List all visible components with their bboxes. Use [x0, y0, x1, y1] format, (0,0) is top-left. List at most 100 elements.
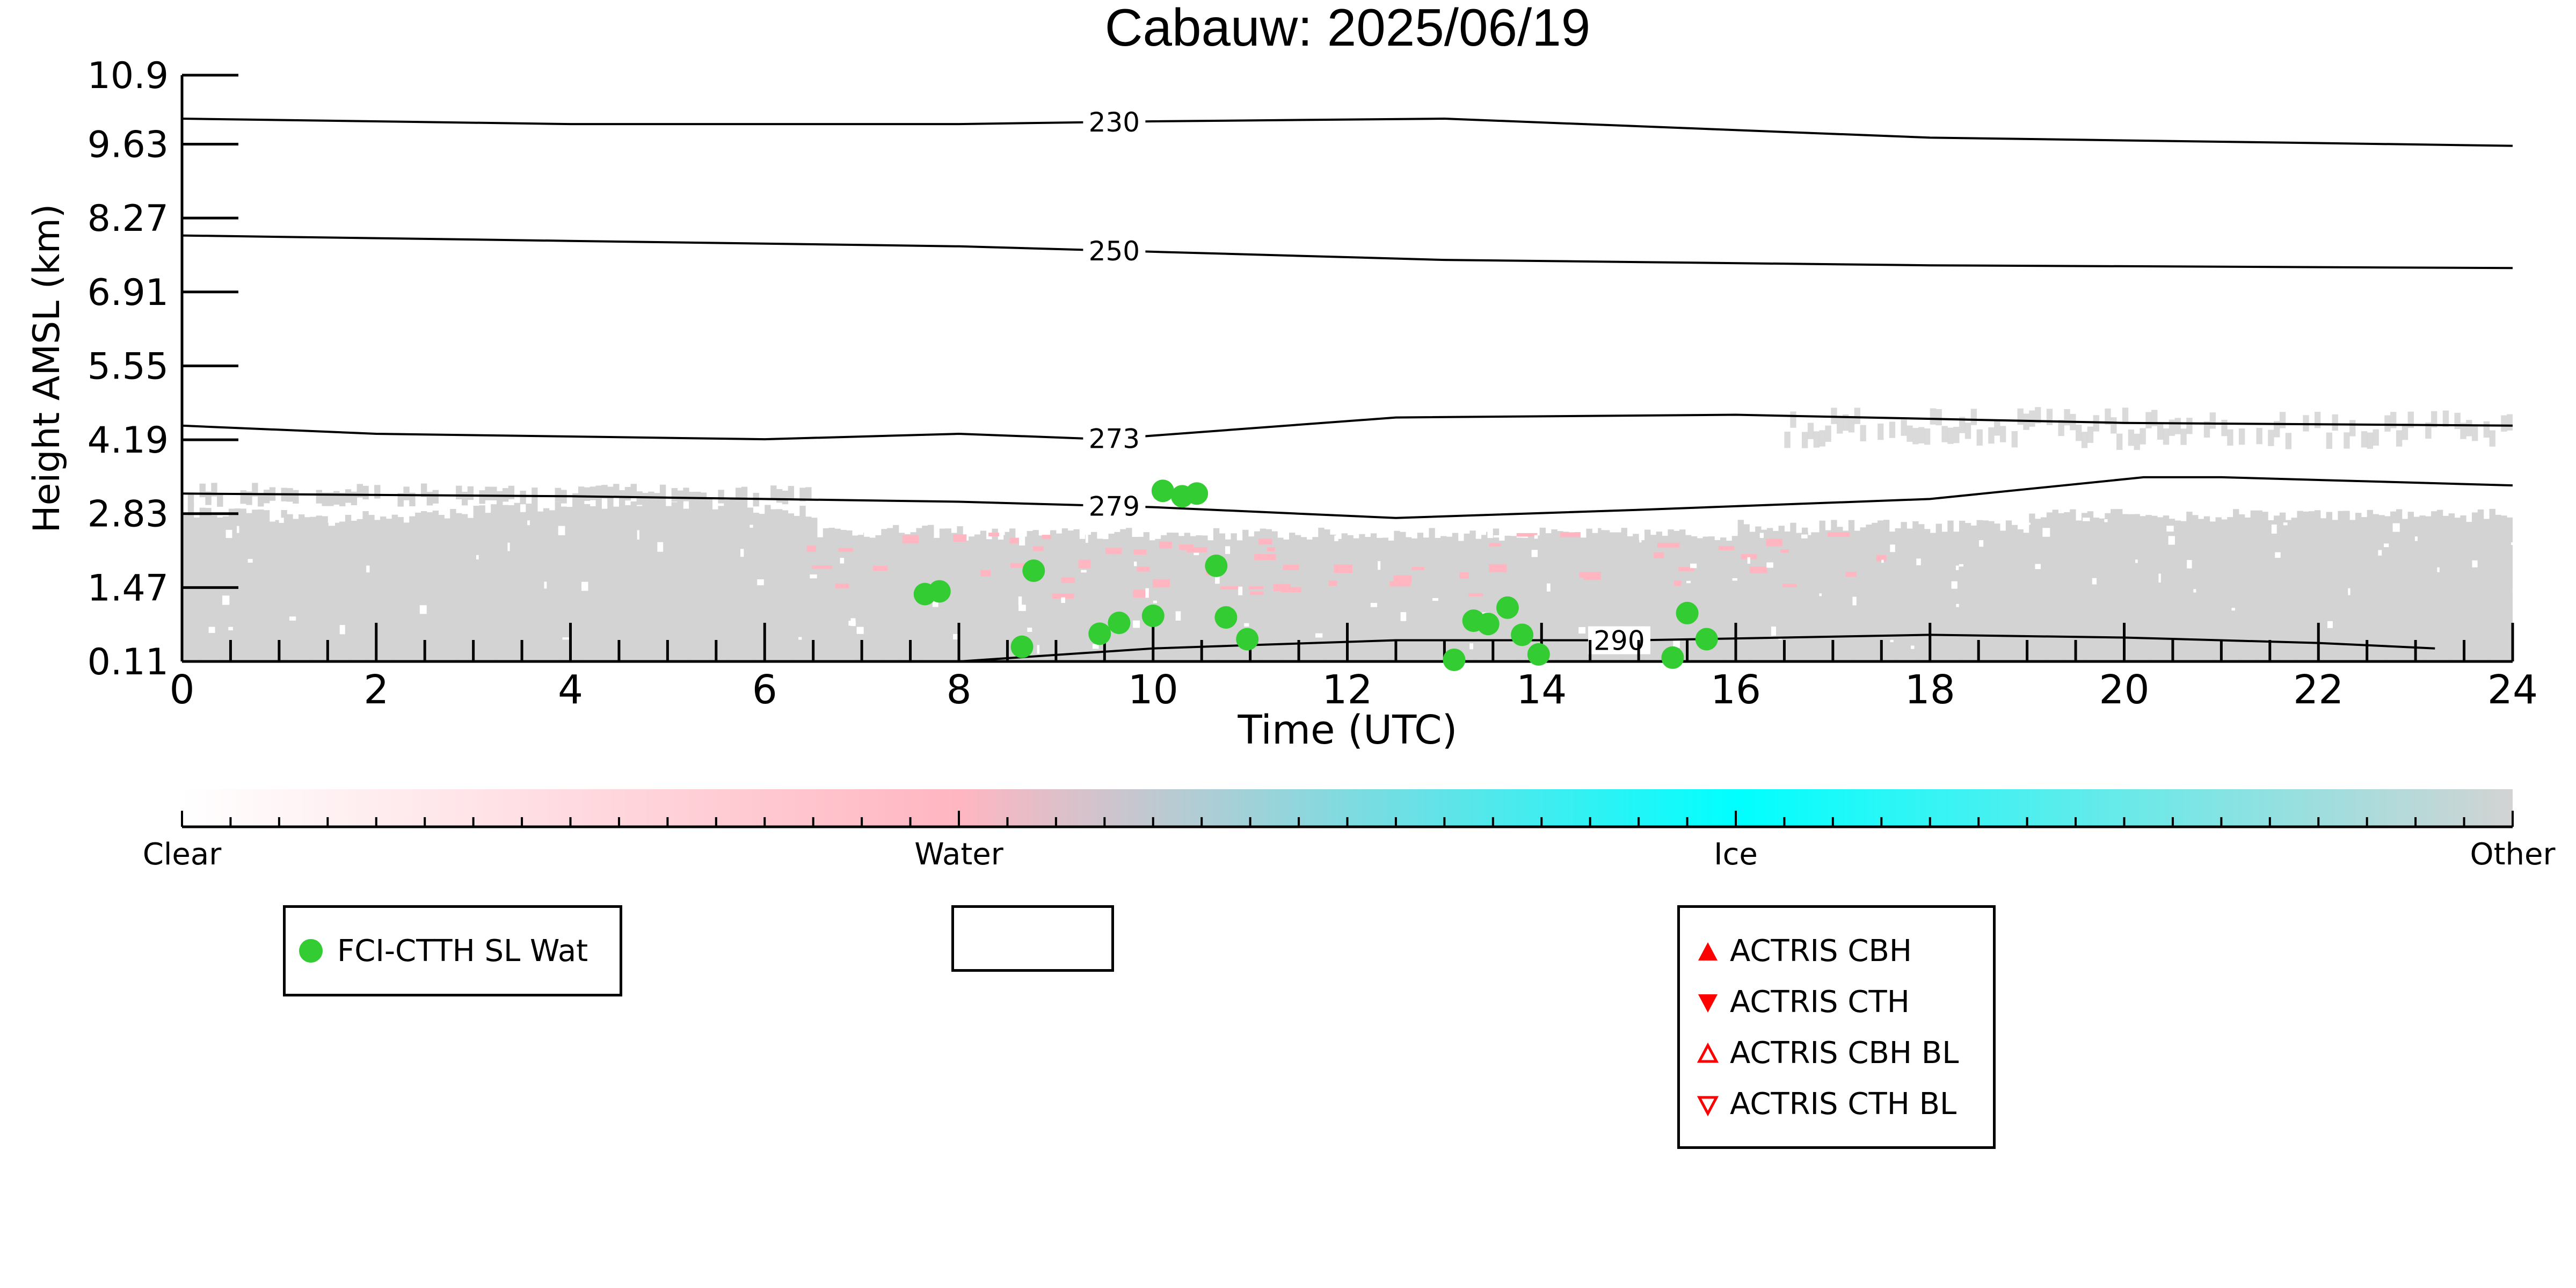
cloud-column	[380, 516, 387, 661]
cloud-column	[974, 534, 981, 661]
water-patch	[1249, 586, 1263, 590]
x-tick-label: 24	[2487, 667, 2538, 713]
cloud-column	[852, 535, 858, 661]
cloud-layer-segment	[258, 493, 264, 507]
cloud-layer-segment	[263, 490, 270, 504]
cloud-column	[479, 505, 485, 661]
legend-open-up-triangle-icon	[1697, 1042, 1719, 1063]
cloud-layer-segment	[479, 490, 485, 504]
cloud-column	[1190, 536, 1196, 661]
clear-gap	[1432, 598, 1439, 601]
cloud-column	[240, 508, 246, 661]
clear-gap	[476, 555, 479, 560]
cloud-layer-segment	[293, 490, 299, 504]
x-tick-label: 8	[946, 667, 971, 713]
cloud-column	[904, 534, 911, 661]
water-patch	[1220, 586, 1242, 590]
cloud-layer-segment	[362, 485, 369, 500]
upper-cloud-segment	[2203, 421, 2210, 438]
clear-gap	[1061, 597, 1065, 603]
cloud-column	[986, 539, 992, 661]
data-point	[1476, 613, 1500, 636]
cloud-column	[345, 514, 352, 661]
cloud-column	[811, 518, 818, 661]
water-patch	[1654, 552, 1664, 558]
clear-gap	[1956, 603, 1959, 607]
clear-gap	[1215, 575, 1220, 584]
cloud-column	[1429, 528, 1435, 661]
cloud-column	[2209, 521, 2216, 661]
contour-label: 230	[1089, 107, 1140, 138]
legend-filled-up-triangle-icon	[1698, 942, 1718, 960]
cloud-column	[526, 503, 532, 661]
clear-gap	[1586, 520, 1594, 524]
cloud-layer-segment	[409, 492, 416, 506]
cloud-column	[234, 508, 241, 661]
data-point	[1496, 596, 1519, 619]
cloud-column	[1906, 528, 1913, 661]
upper-cloud-segment	[1924, 428, 1931, 445]
cloud-column	[636, 506, 643, 661]
clear-gap	[1690, 563, 1697, 569]
cloud-column	[1673, 530, 1680, 661]
upper-cloud-segment	[2087, 426, 2094, 443]
upper-cloud-segment	[2017, 408, 2024, 425]
cloud-layer-segment	[799, 487, 806, 501]
clear-gap	[562, 637, 570, 640]
cloud-column	[613, 506, 620, 661]
cloud-column	[857, 532, 864, 661]
data-point	[1527, 643, 1550, 666]
clear-gap	[2348, 588, 2351, 595]
cloud-layer-segment	[356, 484, 363, 498]
cloud-column	[1807, 532, 1814, 661]
cloud-column	[828, 527, 835, 661]
cloud-column	[2081, 513, 2088, 661]
cloud-column	[1353, 538, 1359, 661]
clear-gap	[1951, 581, 1958, 589]
cloud-column	[2180, 521, 2187, 661]
cloud-layer-segment	[240, 490, 246, 504]
cloud-column	[2163, 515, 2170, 661]
clear-gap	[1153, 600, 1157, 603]
clear-gap	[2511, 542, 2513, 545]
cloud-column	[2023, 533, 2029, 661]
clear-gap	[208, 627, 215, 633]
clear-gap	[932, 601, 938, 607]
x-tick-label: 16	[1711, 667, 1761, 713]
water-patch	[1583, 571, 1602, 580]
cloud-column	[2361, 517, 2368, 661]
upper-cloud-segment	[2513, 412, 2519, 428]
clear-gap	[2092, 578, 2097, 585]
water-patch	[1328, 580, 1337, 586]
upper-cloud-segment	[2344, 432, 2350, 449]
upper-cloud-segment	[2221, 419, 2228, 436]
clear-gap	[2166, 526, 2174, 532]
cloud-column	[875, 535, 882, 661]
cloud-column	[648, 500, 654, 661]
cloud-column	[1417, 533, 1424, 661]
cloud-column	[420, 511, 427, 661]
cloud-column	[2466, 522, 2472, 661]
cloud-column	[683, 508, 689, 661]
upper-cloud-segment	[2029, 410, 2035, 427]
cloud-column	[1580, 537, 1587, 661]
cloud-column	[502, 505, 509, 661]
cloud-column	[1347, 535, 1354, 661]
y-tick-label: 1.47	[88, 567, 169, 609]
clear-gap	[1334, 535, 1338, 542]
cloud-column	[549, 510, 556, 661]
cloud-column	[2402, 519, 2408, 661]
clear-gap	[798, 637, 802, 640]
upper-cloud-segment	[1959, 417, 1966, 433]
water-patch	[1267, 547, 1275, 551]
cloud-column	[642, 505, 649, 661]
cloud-column	[537, 511, 544, 661]
upper-cloud-segment	[1988, 427, 1995, 444]
cloud-column	[1464, 533, 1470, 661]
cloud-column	[1423, 537, 1429, 661]
cloud-column	[2448, 513, 2455, 661]
cloud-column	[1964, 523, 1971, 661]
cloud-layer-segment	[607, 486, 614, 500]
clear-gap	[1916, 558, 1921, 565]
cloud-column	[706, 498, 713, 661]
